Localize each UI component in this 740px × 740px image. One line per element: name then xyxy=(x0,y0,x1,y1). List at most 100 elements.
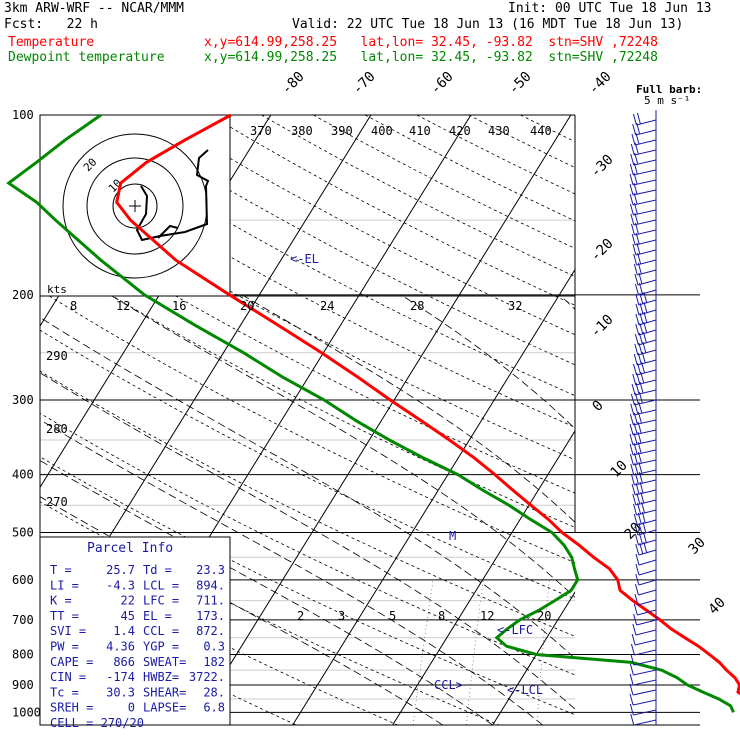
hodograph-speed-label: 32 xyxy=(508,299,522,313)
wind-barb-staff xyxy=(633,169,657,176)
dry-adiabat-line xyxy=(40,139,575,428)
wind-barb-flag xyxy=(634,523,639,536)
parcel-value: 28. xyxy=(203,685,225,699)
parcel-key: SREH = xyxy=(50,701,93,715)
theta-label: 410 xyxy=(409,124,431,138)
isotherm-line xyxy=(192,115,572,725)
dewpoint-legend-label: Dewpoint temperature xyxy=(8,50,165,65)
mixing-ratio-label: 12 xyxy=(480,609,494,623)
moist-adiabat-line xyxy=(109,294,575,598)
theta-label: 430 xyxy=(488,124,510,138)
wind-barb-staff xyxy=(638,589,657,596)
wind-barb-flag xyxy=(633,353,638,366)
wind-barb-staff xyxy=(633,709,657,716)
mixing-ratio-line xyxy=(412,579,434,725)
dry-adiabat-line xyxy=(416,115,575,195)
wind-barb-staff xyxy=(636,509,657,516)
wind-barb xyxy=(634,272,657,286)
wind-barb xyxy=(632,623,657,636)
wind-barb-flag xyxy=(635,303,640,316)
wind-barb xyxy=(634,593,657,606)
wind-barb-flag xyxy=(629,413,634,426)
theta-side-label: 270 xyxy=(46,495,68,509)
wind-barb-flag xyxy=(634,283,639,296)
wind-barb-flag xyxy=(642,331,647,344)
parcel-value: 182 xyxy=(203,655,225,669)
wind-barb-flag xyxy=(633,263,638,276)
wind-barb-flag xyxy=(638,471,643,484)
wind-barb xyxy=(635,321,657,336)
wind-barb-flag xyxy=(636,112,641,125)
wind-barb-staff xyxy=(633,409,657,416)
wind-barb-flag xyxy=(629,183,634,196)
wind-barb-flag xyxy=(634,593,639,606)
parcel-value: 173. xyxy=(196,609,225,623)
mixing-ratio-line xyxy=(667,580,671,725)
wind-barb-flag xyxy=(633,603,638,616)
wind-barb-flag xyxy=(633,202,638,215)
lcl-marker: <-LCL xyxy=(507,683,543,697)
temperature-axis-label: 40 xyxy=(706,595,729,618)
parcel-key: PW = xyxy=(50,640,79,654)
wind-barb-flag xyxy=(634,472,639,485)
wind-barb-flag xyxy=(632,623,637,636)
parcel-key: CAPE = xyxy=(50,655,93,669)
wind-barb-flag xyxy=(629,193,634,206)
parcel-value: 23.3 xyxy=(196,563,225,577)
wind-barb-flag xyxy=(636,372,641,385)
wind-barb-staff xyxy=(638,539,657,546)
parcel-value: 0.3 xyxy=(203,640,225,654)
wind-barb-flag xyxy=(632,493,637,506)
wind-barb-flag xyxy=(631,383,636,396)
wind-barb-flag xyxy=(643,291,648,304)
wind-barb-flag xyxy=(629,683,634,696)
wind-barb-flag xyxy=(642,531,647,544)
parcel-value: -4.3 xyxy=(106,578,135,592)
wind-barb xyxy=(630,142,657,156)
wind-barb-staff xyxy=(635,239,657,246)
wind-barb-staff xyxy=(638,289,657,296)
hodograph-ring xyxy=(86,157,184,255)
dewpoint-legend-info: x,y=614.99,258.25 lat,lon= 32.45, -93.82… xyxy=(204,50,658,65)
parcel-key: Td = xyxy=(143,563,172,577)
wind-barb xyxy=(635,301,657,316)
temperature-axis-label: -80 xyxy=(279,69,308,98)
wind-barb-flag xyxy=(630,463,635,476)
parcel-key: CELL = 270/20 xyxy=(50,716,144,730)
wind-barb-flag xyxy=(630,653,635,666)
wind-barb xyxy=(632,112,657,126)
wind-barb xyxy=(634,282,657,296)
model-title: 3km ARW-WRF -- NCAR/MMM xyxy=(4,1,185,16)
wind-barb-flag xyxy=(635,563,640,576)
hodograph-units-label: kts xyxy=(47,283,67,296)
dry-adiabat-line xyxy=(209,115,575,306)
wind-barb xyxy=(631,232,657,246)
wind-barb-flag xyxy=(629,173,634,186)
wind-barb-flag xyxy=(635,382,640,395)
parcel-value: 4.36 xyxy=(106,640,135,654)
wind-barb-flag xyxy=(634,152,639,165)
theta-label: 440 xyxy=(530,124,552,138)
wind-barb xyxy=(629,693,657,706)
theta-label: 390 xyxy=(331,124,353,138)
pressure-label: 1000 xyxy=(12,705,41,719)
pressure-label: 700 xyxy=(12,613,34,627)
wind-barb-flag xyxy=(637,431,642,444)
hodograph-speed-label: 8 xyxy=(70,299,77,313)
wind-barb-flag xyxy=(633,162,638,175)
mixing-ratio-line xyxy=(605,580,613,725)
wind-barb-flag xyxy=(634,343,639,356)
wind-barb-staff xyxy=(633,159,657,166)
wind-barb-flag xyxy=(637,421,642,434)
wind-barb-flag xyxy=(635,553,640,566)
wind-barb-flag xyxy=(637,411,642,424)
dry-adiabat-line xyxy=(40,175,575,461)
wind-barb-staff xyxy=(637,349,657,356)
pressure-label: 900 xyxy=(12,678,34,692)
wind-barb-flag xyxy=(629,443,634,456)
wind-barb-flag xyxy=(636,492,641,505)
wind-barb-flag xyxy=(638,532,643,545)
wind-barb xyxy=(630,713,657,726)
wind-barb xyxy=(632,122,657,136)
wind-barb-staff xyxy=(636,619,657,626)
